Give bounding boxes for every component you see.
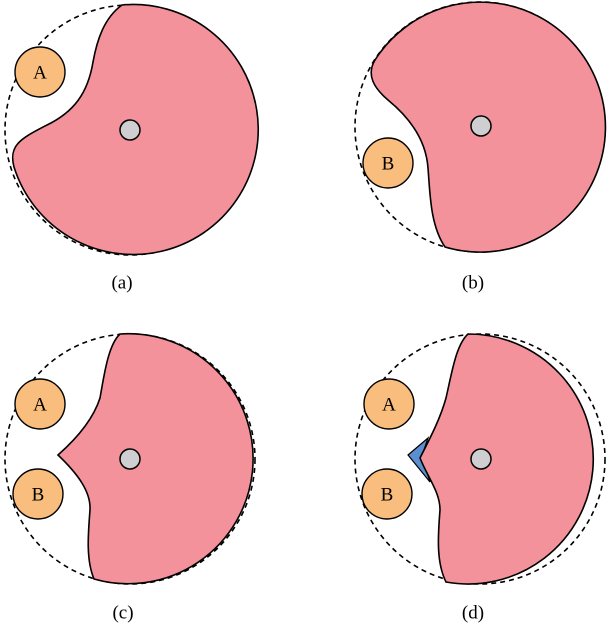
panel-d-agent-b-label: B xyxy=(381,485,394,506)
panel-c-caption: (c) xyxy=(112,603,133,624)
panel-b-agent-b-label: B xyxy=(382,154,395,175)
panel-d-region-shape xyxy=(420,334,593,584)
panel-d-agent-a-label: A xyxy=(382,395,396,416)
panel-d-center-point xyxy=(471,449,491,469)
panel-a-caption: (a) xyxy=(111,273,132,294)
panel-c-center-point xyxy=(120,449,140,469)
panel-c: A B (c) xyxy=(5,334,255,624)
panel-c-agent-a-label: A xyxy=(33,395,47,416)
panel-a-agent-a-label: A xyxy=(33,63,47,84)
panel-d: A B (d) xyxy=(355,334,605,624)
panel-a-center-point xyxy=(120,120,140,140)
panel-a: A (a) xyxy=(5,4,258,293)
panel-c-region-shape xyxy=(58,334,253,584)
panel-b-caption: (b) xyxy=(462,273,484,294)
panel-d-caption: (d) xyxy=(462,603,484,624)
panel-b-center-point xyxy=(471,116,491,136)
panel-c-agent-b-label: B xyxy=(32,485,45,506)
panel-b: B (b) xyxy=(355,2,605,294)
